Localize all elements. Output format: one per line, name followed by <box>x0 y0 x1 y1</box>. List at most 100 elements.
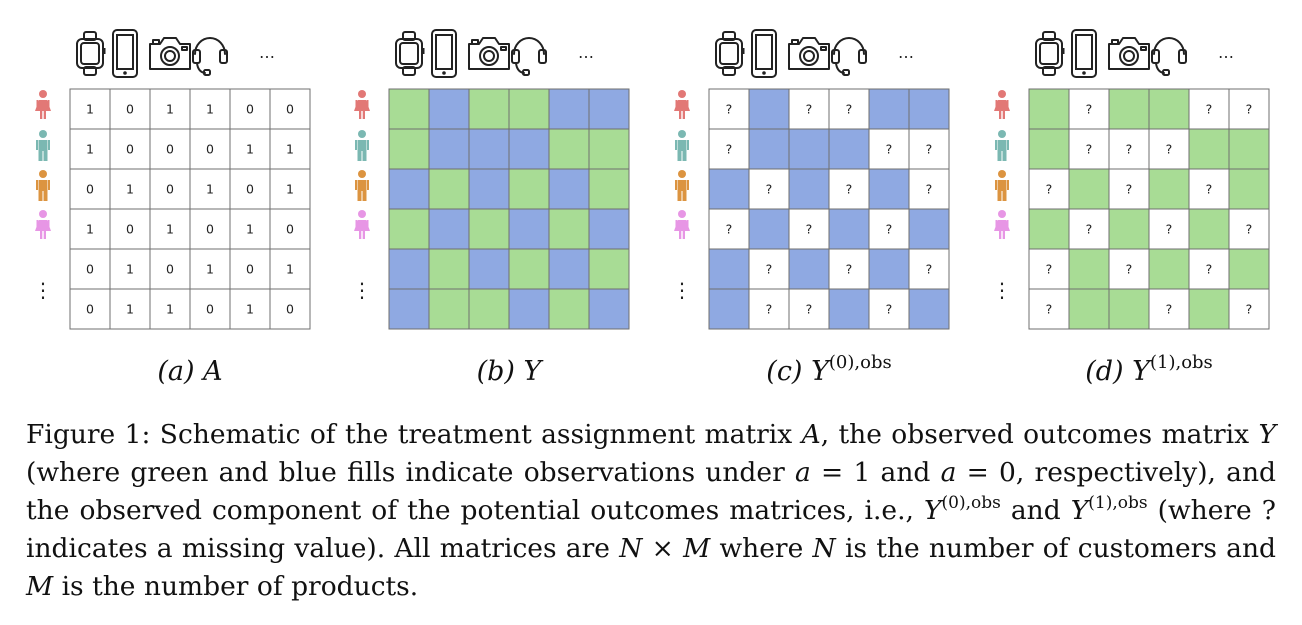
matrix-cell <box>468 88 510 130</box>
phone-button <box>762 71 766 75</box>
panel-caption-symbol: A <box>200 356 223 387</box>
person-arm <box>687 180 689 190</box>
panel-caption-symbol: Y <box>1132 356 1152 387</box>
camera-body <box>149 37 191 70</box>
smartphone-icon <box>112 29 138 78</box>
ellipsis-text: … <box>1218 43 1234 62</box>
cell-value: ? <box>766 182 773 197</box>
person-arm <box>36 100 39 108</box>
person-arm <box>995 140 997 150</box>
cell-value: 1 <box>246 302 254 317</box>
person-arm <box>48 180 50 190</box>
camera-lens <box>164 50 176 62</box>
camera-flash <box>791 39 799 45</box>
person-head <box>998 170 1006 178</box>
person-arm <box>366 100 369 108</box>
cell-value: 0 <box>206 142 214 157</box>
cell-value: 0 <box>166 262 174 277</box>
person-leg <box>999 111 1002 119</box>
person-leg <box>359 111 362 119</box>
cell-value: 1 <box>86 142 94 157</box>
cell-value: 0 <box>246 262 254 277</box>
matrix-cell <box>828 88 870 130</box>
matrix-cell <box>269 128 311 170</box>
cell-value: ? <box>806 302 813 317</box>
smartwatch-icon <box>76 31 106 76</box>
smartphone-icon <box>1071 29 1097 78</box>
person-leg <box>679 111 682 119</box>
cell-value: 0 <box>206 222 214 237</box>
cell-value: 1 <box>286 262 294 277</box>
headset-mic <box>522 69 530 76</box>
matrix-cell <box>868 168 910 210</box>
person-dress <box>674 220 690 231</box>
person-arm <box>1006 100 1009 108</box>
person-arm <box>1006 220 1009 228</box>
person-leg <box>1002 151 1007 161</box>
person-torso <box>357 180 367 191</box>
matrix-cell <box>1028 288 1070 330</box>
matrix-cell <box>788 288 830 330</box>
camera-lens <box>799 46 819 66</box>
matrix-cell <box>748 248 790 290</box>
camera-viewfinder <box>500 46 507 51</box>
camera-viewfinder <box>1140 46 1147 51</box>
camera-lens <box>483 50 495 62</box>
panel-caption-symbol: Y <box>811 356 831 387</box>
cell-value: ? <box>886 142 893 157</box>
matrix-cell <box>69 168 111 210</box>
person-arm <box>366 220 369 228</box>
cell-value: 0 <box>246 102 254 117</box>
matrix-cell <box>1028 128 1070 170</box>
caption-math: M <box>683 533 711 564</box>
cell-value: 0 <box>86 262 94 277</box>
matrix-cell <box>1028 88 1070 130</box>
camera-icon <box>1108 37 1150 70</box>
person-dress <box>994 220 1010 231</box>
cell-value: 1 <box>126 262 134 277</box>
cell-value: 1 <box>246 142 254 157</box>
headset-mic <box>842 69 850 76</box>
cell-value: 1 <box>206 102 214 117</box>
headset-icon <box>831 37 867 76</box>
person-head <box>358 170 366 178</box>
cell-value: ? <box>1246 102 1253 117</box>
vdots-text: ⋮ <box>672 278 692 302</box>
matrix-cell <box>1108 168 1150 210</box>
matrix-cell <box>588 288 630 330</box>
matrix-cell <box>868 288 910 330</box>
person-torso <box>997 180 1007 191</box>
person-leg <box>997 151 1002 161</box>
phone-button <box>123 71 127 75</box>
person-icon <box>675 130 689 161</box>
person-head <box>39 210 47 218</box>
person-head <box>358 210 366 218</box>
cell-value: 1 <box>166 222 174 237</box>
matrix-cell <box>828 208 870 250</box>
product-icons: … <box>1035 29 1234 78</box>
cell-value: ? <box>1126 182 1133 197</box>
matrix-cells: ?????????????????? <box>708 88 950 330</box>
person-leg <box>1002 111 1005 119</box>
person-head <box>998 210 1006 218</box>
person-dress <box>994 100 1010 111</box>
person-icon <box>995 130 1009 161</box>
matrix-cell <box>1188 248 1230 290</box>
matrix-cell <box>1148 288 1190 330</box>
panel-caption-letter: (a) <box>157 356 203 387</box>
smartphone-icon <box>431 29 457 78</box>
cell-value: ? <box>1086 222 1093 237</box>
matrix-cell <box>548 248 590 290</box>
cell-value: 0 <box>126 142 134 157</box>
matrix-cells <box>388 88 630 330</box>
phone-body <box>431 29 457 78</box>
matrix-cell <box>748 208 790 250</box>
matrix-cell <box>548 168 590 210</box>
figure-panels: … ⋮ 1 0 1 1 0 0 1 0 0 0 1 1 0 1 0 1 0 1 1 0 1 0 1 0 0 1 0 1 0 1 0 1 1 0 1 0 (a… <box>33 29 1270 387</box>
matrix-cell <box>588 128 630 170</box>
headset-ear <box>538 49 547 64</box>
matrix-cell <box>1228 128 1270 170</box>
matrix-cell <box>548 88 590 130</box>
matrix-cell <box>388 88 430 130</box>
matrix-cell <box>1228 88 1270 130</box>
